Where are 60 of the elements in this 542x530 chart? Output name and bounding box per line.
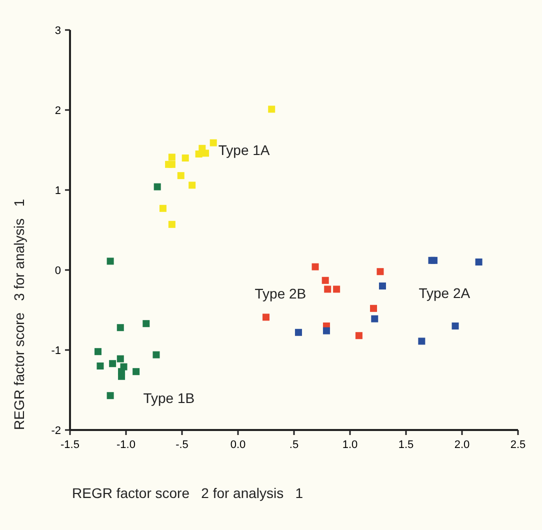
point [355,332,362,340]
y-tick-label: 0 [54,265,61,277]
x-tick-label: 2.0 [454,439,470,451]
series-label: Type 2B [254,285,306,302]
y-tick-label: -1 [51,345,61,357]
point [165,160,172,168]
x-tick-label: 1.0 [342,439,358,451]
point [118,372,126,380]
x-tick-label: 1.5 [398,439,414,451]
point [333,286,340,293]
x-tick-label: -1.0 [116,439,136,451]
point [452,322,459,330]
point [159,204,166,212]
x-tick-label: -.5 [176,439,188,451]
x-tick-label: 2.5 [510,439,526,451]
point [371,315,378,322]
x-tick-label: 0.0 [230,439,246,451]
point [324,286,332,293]
point [182,154,189,162]
point [210,139,217,146]
point [322,327,330,334]
point [202,150,210,157]
point [428,256,436,264]
point [195,150,202,158]
point [109,360,116,368]
series-label: Type 1B [143,390,195,406]
point [154,183,161,190]
point [132,368,140,376]
y-tick-label: -2 [51,425,61,437]
point [177,172,184,180]
point [268,106,276,113]
point [106,392,114,400]
point [96,362,104,370]
point [262,314,270,321]
point [294,328,302,336]
point [152,351,160,358]
point [142,320,150,328]
point [312,263,319,270]
y-tick-label: 2 [54,105,61,117]
point [475,258,482,266]
point [94,348,102,356]
x-tick-label: .5 [289,439,299,451]
point [188,182,196,189]
point [116,324,124,332]
x-tick-label: -1.5 [60,439,80,451]
point [376,268,384,276]
y-tick-label: 3 [54,25,61,37]
point [106,258,114,265]
point [378,282,386,290]
series-label: Type 2A [418,285,471,301]
point [322,276,329,284]
y-axis-title: REGR factor score 3 for analysis 1 [11,198,27,430]
y-tick-label: 1 [54,185,61,197]
x-axis-title: REGR factor score 2 for analysis 1 [72,485,304,501]
point [418,338,426,345]
point [116,355,124,362]
series-label: Type 1A [218,142,270,158]
point [370,304,378,312]
point [168,220,176,228]
point [168,154,176,161]
